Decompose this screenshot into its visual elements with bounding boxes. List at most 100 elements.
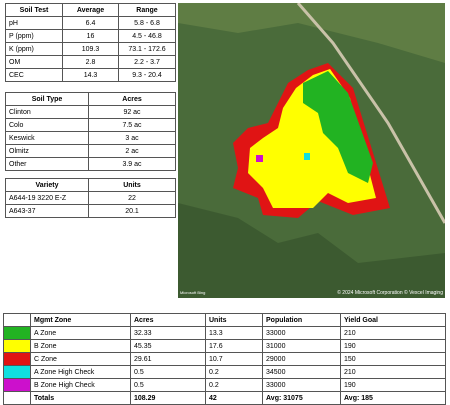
row: Colo 7.5 ac: [5, 118, 176, 132]
cell: 2.8: [62, 55, 119, 69]
cell: [3, 313, 31, 327]
cell: Range: [118, 3, 176, 17]
row: A644-19 3220 E-Z 22: [5, 191, 176, 205]
row: B Zone 45.35 17.6 31000 190: [3, 339, 446, 353]
map-attribution: © 2024 Microsoft Corporation © Vexcel Im…: [337, 289, 443, 296]
zone-swatch: [3, 378, 31, 392]
row: Olmitz 2 ac: [5, 144, 176, 158]
map-logo: Microsoft Bing: [180, 290, 205, 295]
cell: 20.1: [88, 204, 176, 218]
cell: Population: [262, 313, 341, 327]
terrain: [178, 3, 445, 63]
cell: 33000: [262, 326, 341, 340]
cell: Soil Type: [5, 92, 89, 106]
cell: 210: [340, 365, 446, 379]
cell: Clinton: [5, 105, 89, 119]
field-a-zone: [303, 71, 373, 183]
cell: 17.6: [205, 339, 263, 353]
cell: A644-19 3220 E-Z: [5, 191, 89, 205]
cell: 29000: [262, 352, 341, 366]
cell: Units: [88, 178, 176, 192]
row: Soil Type Acres: [5, 92, 176, 106]
zone-swatch: [3, 339, 31, 353]
cell: pH: [5, 16, 63, 30]
cell: [3, 391, 31, 405]
cell: 92 ac: [88, 105, 176, 119]
cell: 4.5 - 46.8: [118, 29, 176, 43]
cell: 108.29: [130, 391, 206, 405]
check-b: [256, 155, 263, 162]
row: A Zone 32.33 13.3 33000 210: [3, 326, 446, 340]
soil-test-table: Soil Test Average Range pH 6.4 5.8 - 6.8 P (pp…: [5, 3, 176, 82]
cell: 7.5 ac: [88, 118, 176, 132]
cell: 10.7: [205, 352, 263, 366]
cell: 73.1 - 172.6: [118, 42, 176, 56]
row: Totals 108.29 42 Avg: 31075 Avg: 185: [3, 391, 446, 405]
row: Variety Units: [5, 178, 176, 192]
cell: P (ppm): [5, 29, 63, 43]
cell: 0.5: [130, 378, 206, 392]
cell: 32.33: [130, 326, 206, 340]
row: C Zone 29.61 10.7 29000 150: [3, 352, 446, 366]
cell: 45.35: [130, 339, 206, 353]
cell: Variety: [5, 178, 89, 192]
row: Other 3.9 ac: [5, 157, 176, 171]
cell: A643-37: [5, 204, 89, 218]
row: P (ppm) 16 4.5 - 46.8: [5, 29, 176, 43]
row: Keswick 3 ac: [5, 131, 176, 145]
cell: 42: [205, 391, 263, 405]
cell: Totals: [30, 391, 131, 405]
cell: Avg: 185: [340, 391, 446, 405]
cell: Keswick: [5, 131, 89, 145]
cell: 6.4: [62, 16, 119, 30]
zone-table: Mgmt Zone Acres Units Population Yield Goal A…: [3, 313, 446, 405]
cell: A Zone High Check: [30, 365, 131, 379]
cell: 210: [340, 326, 446, 340]
cell: 31000: [262, 339, 341, 353]
road: [296, 3, 445, 224]
cell: Mgmt Zone: [30, 313, 131, 327]
row: Soil Test Average Range: [5, 3, 176, 17]
row: CEC 14.3 9.3 - 20.4: [5, 68, 176, 82]
check-a: [304, 153, 310, 160]
cell: Acres: [130, 313, 206, 327]
cell: 9.3 - 20.4: [118, 68, 176, 82]
cell: 0.2: [205, 378, 263, 392]
terrain: [178, 203, 445, 298]
variety-table: Variety Units A644-19 3220 E-Z 22 A643-37 20.…: [5, 178, 176, 218]
cell: 2.2 - 3.7: [118, 55, 176, 69]
cell: CEC: [5, 68, 63, 82]
cell: Units: [205, 313, 263, 327]
row: pH 6.4 5.8 - 6.8: [5, 16, 176, 30]
cell: Colo: [5, 118, 89, 132]
cell: 34500: [262, 365, 341, 379]
cell: Olmitz: [5, 144, 89, 158]
cell: Avg: 31075: [262, 391, 341, 405]
cell: 109.3: [62, 42, 119, 56]
cell: 22: [88, 191, 176, 205]
cell: 33000: [262, 378, 341, 392]
cell: 150: [340, 352, 446, 366]
map: Microsoft Bing © 2024 Microsoft Corporat…: [178, 3, 445, 298]
cell: 190: [340, 378, 446, 392]
cell: 0.2: [205, 365, 263, 379]
cell: K (ppm): [5, 42, 63, 56]
cell: 13.3: [205, 326, 263, 340]
row: B Zone High Check 0.5 0.2 33000 190: [3, 378, 446, 392]
cell: 190: [340, 339, 446, 353]
row: Mgmt Zone Acres Units Population Yield Goal: [3, 313, 446, 327]
cell: 16: [62, 29, 119, 43]
cell: 14.3: [62, 68, 119, 82]
cell: 0.5: [130, 365, 206, 379]
cell: Acres: [88, 92, 176, 106]
soil-type-table: Soil Type Acres Clinton 92 ac Colo 7.5 ac Kesw…: [5, 92, 176, 171]
cell: 5.8 - 6.8: [118, 16, 176, 30]
cell: B Zone High Check: [30, 378, 131, 392]
cell: Yield Goal: [340, 313, 446, 327]
cell: Average: [62, 3, 119, 17]
row: Clinton 92 ac: [5, 105, 176, 119]
cell: A Zone: [30, 326, 131, 340]
cell: B Zone: [30, 339, 131, 353]
cell: 29.61: [130, 352, 206, 366]
